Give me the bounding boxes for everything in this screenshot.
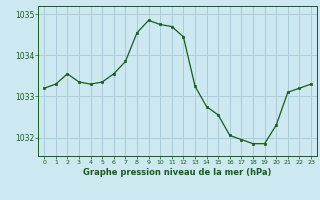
X-axis label: Graphe pression niveau de la mer (hPa): Graphe pression niveau de la mer (hPa) [84, 168, 272, 177]
